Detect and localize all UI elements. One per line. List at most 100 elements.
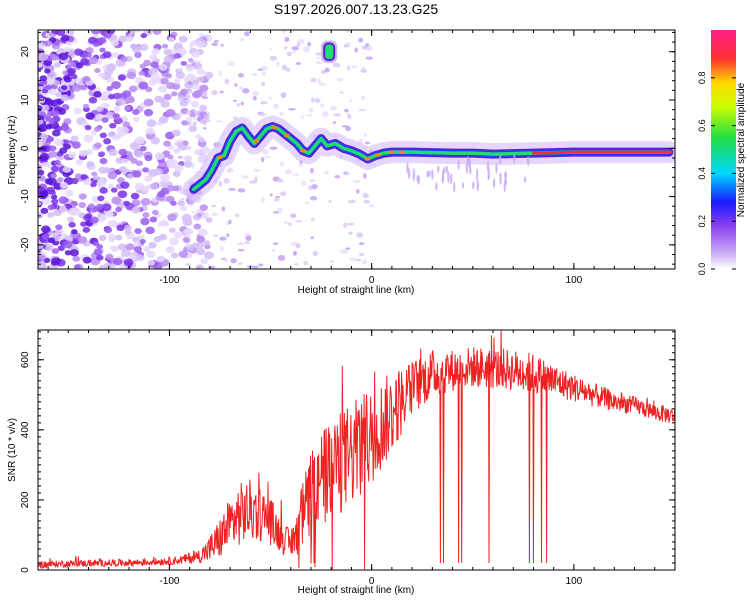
spectrogram-speckle [64,189,74,197]
spectrogram-speckle [101,102,110,110]
spectrogram-speckle [116,118,124,124]
spectrogram-speckle [50,165,60,173]
spectrogram-speckle [220,245,224,252]
spectrogram-speckle [196,266,201,269]
spectrogram-speckle [163,55,173,63]
spectrogram-speckle [200,258,209,265]
spectrogram-speckle [133,116,140,122]
spectrogram-speckle [113,133,122,140]
spectrogram-speckle [71,229,78,235]
spectrogram-speckle [63,76,72,83]
spectrogram-speckle [269,146,278,151]
spectrogram-speckle [105,111,115,119]
spectrogram-speckle [55,92,62,98]
spectrogram-speckle [292,250,298,256]
spectrogram-speckle [264,155,270,159]
spectrogram-speckle [53,209,63,217]
spectrogram-speckle [160,77,169,85]
spectrogram-speckle [258,263,264,267]
spectrogram-speckle [116,98,126,106]
spectrogram-speckle [301,180,307,186]
spectrogram-speckle [61,85,68,91]
spectrogram-speckle [315,61,323,65]
spectrogram-speckle [346,65,350,71]
spectrogram-speckle [98,37,107,44]
spectrogram-speckle [88,36,98,45]
spectrogram-speckle [161,43,169,49]
spectrogram-speckle [70,135,79,142]
spectrogram-speckle [332,62,341,68]
spectrogram-speckle [277,255,286,261]
spectrogram-speckle [96,178,106,185]
spectrogram-speckle [65,204,73,210]
spectrogram-speckle [183,155,192,163]
spectrogram-speckle [292,173,300,176]
spectrogram-speckle [211,204,217,208]
spectrogram-speckle [38,241,44,250]
spectrogram-speckle [40,207,49,214]
spectrogram-speckle [167,213,177,222]
spectrogram-speckle [177,200,185,207]
spectrogram-speckle [252,95,257,101]
spectrogram-speckle [56,177,64,183]
spectrogram-speckle [65,30,75,37]
spectrogram-speckle [276,178,284,183]
spectrogram-speckle [57,245,65,251]
spectrogram-speckle [249,180,257,184]
spectrogram-speckle [257,68,264,71]
spectrogram-speckle [126,71,137,80]
spectrogram-speckle [166,184,175,192]
spectrogram-speckle [124,105,131,111]
spectrogram-speckle [47,204,55,211]
ridge-smear [495,163,498,174]
spectrogram-speckle [259,112,267,117]
ridge-smear [428,169,431,177]
spectrogram-speckle [82,103,90,109]
spectrogram-speckle [54,138,64,147]
spectrogram-speckle [92,241,100,247]
spectrogram-speckle [38,41,46,49]
spectrogram-speckle [107,233,117,241]
spectrogram-speckle [45,116,53,122]
ridge-peak [364,157,371,161]
spectrogram-speckle [142,212,150,218]
spectrogram-speckle [358,242,365,245]
spectrogram-speckle [180,198,185,201]
spectrogram-speckle [202,127,207,130]
spectrogram-speckle [275,196,281,199]
spectrogram-speckle [49,99,59,107]
spectrogram-speckle [138,81,149,90]
snr-y-tick-label: 0 [20,567,31,573]
spectrogram-ridge [182,40,675,201]
spectrogram-speckle [253,168,262,172]
spectrogram-speckle [182,237,190,243]
spectrogram-speckle [108,148,118,157]
spectrogram-speckle [340,249,348,254]
spectrogram-speckle [348,99,353,102]
spectrogram-speckle [167,154,174,160]
ridge-smear [461,182,465,189]
spectrogram-speckle [73,107,82,115]
spectrogram-speckle [174,164,184,173]
spectrogram-speckle [234,83,238,87]
spectrogram-speckle [99,187,108,194]
ridge-peak [374,153,381,157]
spectrogram-speckle [173,147,181,154]
spectrogram-speckle [244,241,250,245]
spectrogram-speckle [320,103,324,109]
spectrogram-speckle [38,119,44,125]
spectrogram-speckle [284,37,290,42]
spectrogram-speckle [281,64,288,71]
spectrogram-speckle [190,100,200,108]
ridge-smear [487,174,490,181]
spectrogram-speckle [158,85,168,93]
spectrogram-speckle [96,254,104,261]
spectrogram-speckle [221,206,226,212]
spectrogram-speckle [314,98,321,103]
spectrogram-speckle [295,220,303,223]
spectrogram-speckle [158,97,166,103]
spectrogram-speckle [196,76,205,83]
snr-x-tick-label: 100 [566,576,583,587]
spectrogram-speckle [98,234,107,242]
spectrogram-speckle [237,188,246,193]
